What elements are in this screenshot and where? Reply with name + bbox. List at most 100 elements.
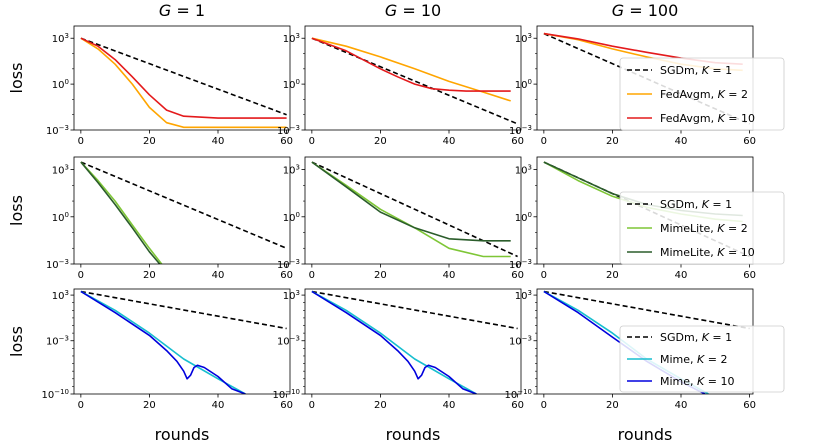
x-tick-label: 60: [280, 136, 293, 147]
x-tick-label: 20: [374, 136, 387, 147]
x-tick-label: 0: [78, 400, 84, 411]
legend-box: [619, 57, 785, 131]
legend: SGDm, K = 1 MimeLite, K = 2 MimeLite, K = …: [619, 191, 785, 265]
subplot: 0 20 40 60 10−3 100 103: [277, 156, 524, 281]
legend-entry: SGDm, K = 1: [660, 331, 732, 344]
x-tick-label: 40: [443, 400, 456, 411]
x-tick-label: 60: [743, 136, 756, 147]
series-line-sgdm-k1: [311, 290, 518, 330]
y-tick-label: 103: [283, 32, 300, 45]
legend-entry: FedAvgm, K = 10: [660, 112, 755, 125]
axes-frame: [304, 25, 522, 131]
y-tick-label: 103: [52, 289, 69, 302]
x-tick-label: 40: [675, 136, 688, 147]
series-line-fedavgm-k2: [80, 37, 287, 129]
x-tick-label: 20: [374, 270, 387, 281]
x-tick-label: 60: [743, 400, 756, 411]
x-tick-label: 20: [374, 400, 387, 411]
axes-frame: [73, 25, 291, 131]
y-tick-label: 100: [515, 211, 532, 224]
y-tick-label: 100: [52, 78, 69, 91]
x-tick-label: 60: [511, 270, 524, 281]
y-tick-label: 10−3: [46, 124, 69, 137]
column-title: G = 1: [159, 1, 205, 20]
y-tick-label: 103: [283, 164, 300, 177]
series-group: [311, 37, 518, 125]
y-tick-label: 10−3: [509, 258, 532, 271]
series-line-fedavgm-k10: [311, 37, 511, 92]
legend-entry: MimeLite, K = 2: [660, 222, 748, 235]
legend-entry: SGDm, K = 1: [660, 198, 732, 211]
y-tick-label: 100: [283, 78, 300, 91]
y-tick-label: 103: [52, 32, 69, 45]
x-tick-label: 40: [212, 270, 225, 281]
series-line-sgdm-k1: [80, 37, 287, 116]
series-group: [80, 290, 287, 394]
series-line-sgdm-k1: [311, 37, 518, 125]
y-tick-label: 100: [283, 211, 300, 224]
x-tick-label: 40: [675, 400, 688, 411]
y-tick-label: 103: [515, 164, 532, 177]
series-line-mime-k10: [311, 290, 477, 394]
y-tick-label: 10−3: [46, 335, 69, 348]
legend-entry: FedAvgm, K = 2: [660, 88, 748, 101]
series-line-mimelite-k10: [80, 161, 161, 264]
series-line-sgdm-k1: [543, 290, 750, 330]
x-tick-label: 40: [443, 270, 456, 281]
axes-frame: [304, 288, 522, 395]
y-tick-label: 103: [515, 289, 532, 302]
column-title: G = 100: [612, 1, 679, 20]
x-tick-label: 20: [143, 270, 156, 281]
series-group: [80, 37, 287, 129]
series-group: [311, 290, 518, 394]
x-tick-label: 20: [606, 136, 619, 147]
series-group: [311, 161, 518, 258]
x-axis-label: rounds: [386, 425, 441, 444]
x-tick-label: 20: [143, 136, 156, 147]
x-tick-label: 0: [309, 270, 315, 281]
series-line-sgdm-k1: [80, 290, 287, 330]
x-axis-label: rounds: [155, 425, 210, 444]
legend-box: [619, 191, 785, 265]
y-tick-label: 10−10: [41, 388, 69, 401]
series-line-mimelite-k2: [80, 161, 163, 264]
y-tick-label: 100: [52, 211, 69, 224]
x-tick-label: 0: [78, 270, 84, 281]
subplot: 0 20 40 60 10−3 100 103: [46, 25, 293, 147]
x-tick-label: 40: [212, 136, 225, 147]
x-tick-label: 20: [606, 270, 619, 281]
axes-frame: [73, 156, 291, 265]
y-tick-label: 103: [515, 32, 532, 45]
series-line-fedavgm-k2: [311, 37, 511, 102]
column-title: G = 10: [385, 1, 441, 20]
x-tick-label: 0: [78, 136, 84, 147]
y-tick-label: 10−3: [277, 124, 300, 137]
legend-entry: Mime, K = 2: [660, 353, 727, 366]
series-group: [80, 161, 287, 264]
legend-entry: MimeLite, K = 10: [660, 246, 755, 259]
series-line-mime-k10: [80, 290, 246, 394]
x-tick-label: 60: [743, 270, 756, 281]
y-axis-label: loss: [7, 326, 26, 357]
series-line-fedavgm-k10: [80, 37, 287, 119]
x-tick-label: 0: [309, 136, 315, 147]
x-tick-label: 0: [309, 400, 315, 411]
series-line-sgdm-k1: [311, 161, 518, 258]
x-tick-label: 60: [280, 400, 293, 411]
legend-entry: SGDm, K = 1: [660, 64, 732, 77]
y-tick-label: 100: [515, 78, 532, 91]
x-tick-label: 60: [511, 136, 524, 147]
series-line-sgdm-k1: [80, 161, 287, 250]
x-tick-label: 60: [511, 400, 524, 411]
y-tick-label: 10−3: [277, 258, 300, 271]
y-tick-label: 10−10: [272, 388, 300, 401]
x-tick-label: 0: [541, 400, 547, 411]
y-axis-label: loss: [7, 195, 26, 226]
x-tick-label: 40: [443, 136, 456, 147]
x-tick-label: 20: [606, 400, 619, 411]
